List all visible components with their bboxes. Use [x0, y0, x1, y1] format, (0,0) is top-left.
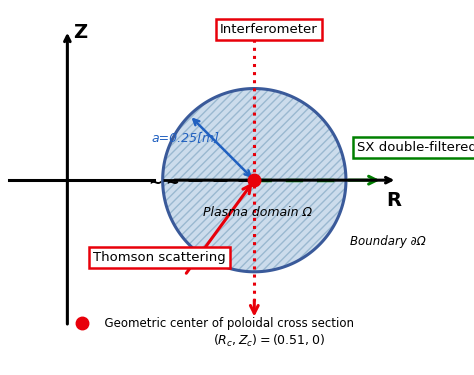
Text: Interferometer: Interferometer: [220, 22, 318, 36]
Text: Geometric center of poloidal cross section: Geometric center of poloidal cross secti…: [97, 316, 354, 330]
Text: R: R: [386, 191, 401, 210]
Polygon shape: [163, 88, 346, 272]
Text: Thomson scattering: Thomson scattering: [93, 251, 226, 264]
Text: SX double-filtered: SX double-filtered: [357, 141, 474, 154]
Text: Boundary ∂Ω: Boundary ∂Ω: [350, 235, 425, 248]
Text: a=0.25[m]: a=0.25[m]: [152, 130, 219, 144]
Text: Z: Z: [73, 22, 87, 42]
Text: $\mathbf{\sim\!\sim}$: $\mathbf{\sim\!\sim}$: [145, 173, 180, 191]
Text: Plasma domain Ω: Plasma domain Ω: [203, 206, 312, 219]
Text: $(R_c,Z_c) = (0.51,0)$: $(R_c,Z_c) = (0.51,0)$: [213, 333, 325, 349]
